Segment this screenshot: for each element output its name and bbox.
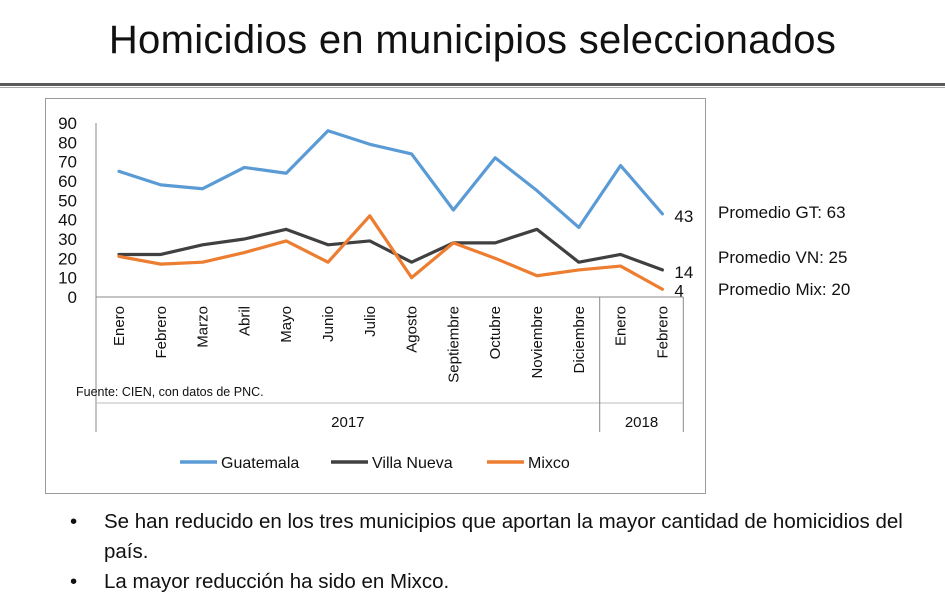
y-tick-label: 0 (68, 288, 77, 307)
source-note: Fuente: CIEN, con datos de PNC. (76, 385, 264, 399)
slide-title: Homicidios en municipios seleccionados (108, 18, 837, 62)
y-tick-label: 80 (58, 133, 77, 152)
x-tick-label: Abril (236, 306, 253, 336)
x-tick-label: Enero (111, 306, 128, 346)
y-tick-label: 20 (58, 249, 77, 268)
bullet-item: • La mayor reducción ha sido en Mixco. (70, 567, 930, 597)
bullet-dot: • (70, 570, 78, 593)
legend-label: Mixco (528, 455, 570, 472)
bullet-text: Se han reducido en los tres municipios q… (104, 510, 903, 563)
series-line-guatemala (117, 129, 665, 229)
x-tick-label: Julio (362, 306, 379, 337)
year-label: 2017 (331, 414, 364, 431)
x-tick-label: Junio (320, 306, 337, 342)
bullet-list: • Se han reducido en los tres municipios… (70, 507, 930, 597)
bullet-item: • Se han reducido en los tres municipios… (70, 507, 930, 567)
chart-frame (45, 98, 706, 494)
average-villa-nueva: Promedio VN: 25 (718, 248, 848, 267)
x-tick-label: Septiembre (445, 306, 462, 383)
bullet-dot: • (70, 510, 78, 533)
series-line-villa-nueva (117, 227, 665, 272)
x-tick-label: Agosto (404, 306, 421, 353)
y-tick-label: 10 (58, 269, 77, 288)
x-tick-label: Noviembre (529, 306, 546, 379)
end-data-label: 14 (674, 263, 693, 282)
average-guatemala: Promedio GT: 63 (718, 203, 846, 222)
y-tick-label: 40 (58, 211, 77, 230)
series-line-mixco (117, 214, 665, 291)
y-tick-label: 30 (58, 230, 77, 249)
x-tick-label: Marzo (195, 306, 212, 348)
bullet-text: La mayor reducción ha sido en Mixco. (104, 570, 450, 593)
end-data-label: 43 (674, 207, 693, 226)
year-label: 2018 (625, 414, 658, 431)
x-tick-label: Octubre (487, 306, 504, 359)
average-mixco: Promedio Mix: 20 (718, 280, 851, 299)
title-divider (0, 83, 945, 86)
y-tick-label: 90 (58, 114, 77, 133)
legend-label: Guatemala (221, 455, 299, 472)
x-tick-label: Enero (613, 306, 630, 346)
legend-label: Villa Nueva (372, 455, 453, 472)
y-tick-label: 60 (58, 172, 77, 191)
y-tick-label: 50 (58, 191, 77, 210)
y-tick-label: 70 (58, 153, 77, 172)
x-tick-label: Mayo (278, 306, 295, 343)
end-data-label: 4 (674, 281, 683, 300)
x-tick-label: Febrero (654, 306, 671, 359)
title-divider-thin (0, 87, 945, 88)
x-tick-label: Diciembre (571, 306, 588, 374)
x-tick-label: Febrero (153, 306, 170, 359)
